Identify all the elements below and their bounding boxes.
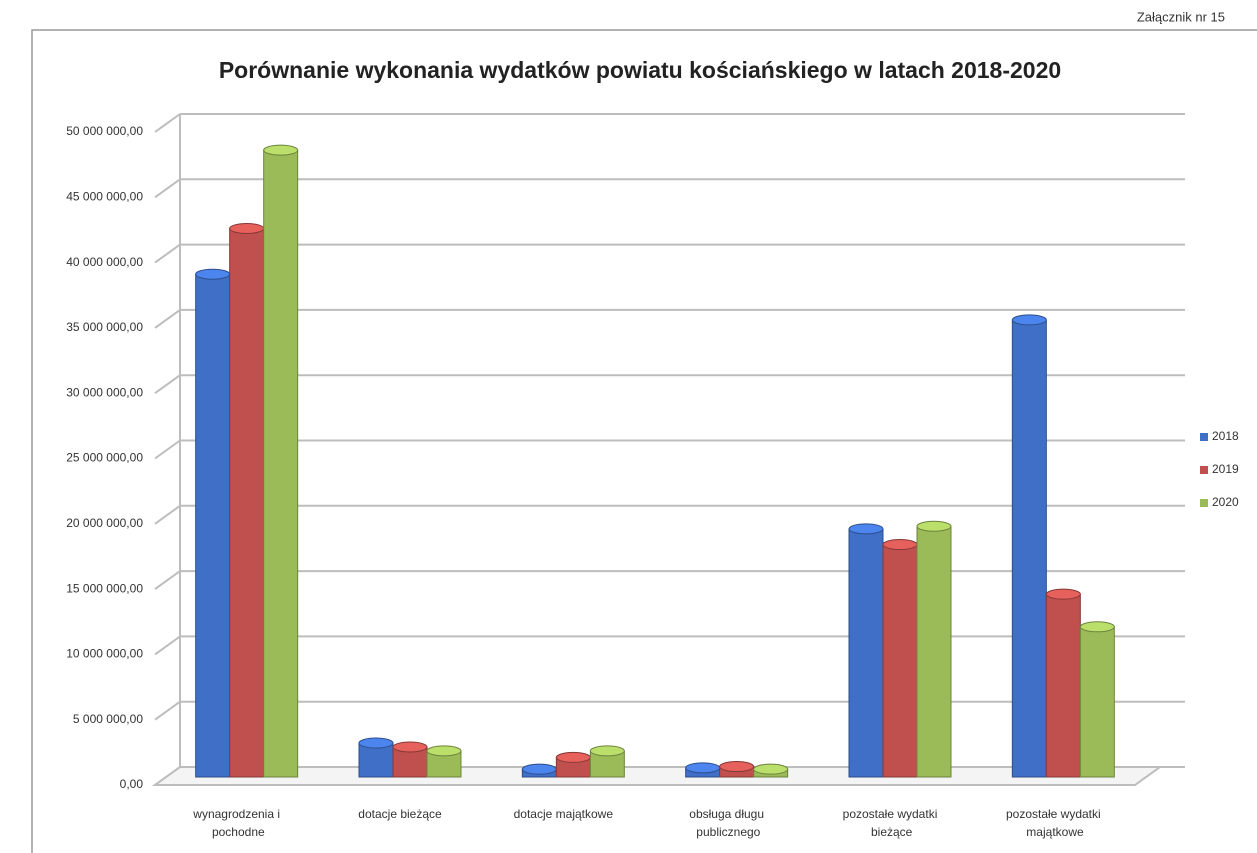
y-tick-label: 20 000 000,00 — [66, 516, 143, 530]
legend-label: 2018 — [1212, 429, 1239, 443]
bar — [916, 525, 952, 778]
x-tick-label: dotacje bieżące — [358, 807, 442, 821]
legend-label: 2020 — [1212, 495, 1239, 509]
grid-line-side — [154, 700, 181, 721]
x-tick-label-line: wynagrodzenia i — [192, 807, 280, 821]
bar-cap — [555, 751, 591, 763]
bar-cap — [263, 144, 299, 156]
legend-swatch — [1200, 466, 1208, 474]
grid-line-side — [154, 309, 181, 329]
grid-line-side — [154, 766, 181, 786]
grid-line-side — [154, 635, 181, 656]
chart-title: Porównanie wykonania wydatków powiatu ko… — [219, 57, 1061, 83]
y-tick-label: 25 000 000,00 — [66, 451, 143, 465]
x-tick-label-line: dotacje majątkowe — [514, 807, 614, 821]
y-tick-label: 40 000 000,00 — [66, 255, 143, 269]
grid-line-side — [154, 113, 181, 133]
legend-swatch — [1200, 499, 1208, 507]
bar-cap — [229, 222, 265, 234]
chart-frame — [31, 29, 1257, 853]
x-tick-label: wynagrodzenia i pochodne — [192, 807, 280, 839]
bar — [1079, 626, 1115, 778]
y-tick-label: 30 000 000,00 — [66, 385, 143, 399]
bar — [229, 227, 265, 778]
x-tick-label-line: dotacje bieżące — [358, 807, 442, 821]
x-tick-label-line: publicznego — [693, 825, 761, 839]
y-tick-label: 15 000 000,00 — [66, 581, 143, 595]
grid-line-side — [154, 243, 181, 264]
bar — [195, 273, 231, 778]
grid-line-side — [154, 374, 181, 395]
bar — [882, 544, 918, 778]
bar — [1045, 593, 1081, 778]
x-tick-label: dotacje majątkowe — [514, 807, 614, 821]
y-tick-label: 5 000 000,00 — [73, 712, 143, 726]
bar-cap — [685, 762, 721, 774]
bar — [263, 149, 299, 778]
x-tick-label-line: obsługa długu — [689, 807, 764, 821]
floor — [151, 766, 1164, 786]
bar — [1011, 319, 1047, 778]
x-tick-label-line: bieżące — [868, 825, 913, 839]
bar-cap — [358, 737, 394, 749]
y-tick-label: 45 000 000,00 — [66, 189, 143, 203]
grid-line-side — [154, 504, 181, 525]
x-tick-label: pozostałe wydatki majątkowe — [1006, 807, 1101, 839]
y-tick-label: 0,00 — [120, 777, 144, 791]
bar-cap — [916, 520, 952, 532]
bar-cap — [195, 268, 231, 280]
bar-cap — [589, 745, 625, 757]
y-tick-label: 35 000 000,00 — [66, 320, 143, 334]
legend-swatch — [1200, 433, 1208, 441]
bar-cap — [521, 763, 557, 775]
annotation: Załącznik nr 15 — [1137, 9, 1225, 24]
legend-label: 2019 — [1212, 462, 1239, 476]
bar-cap — [848, 523, 884, 535]
bar-cap — [882, 539, 918, 551]
bar-cap — [1011, 314, 1047, 326]
grid-line-side — [154, 439, 181, 460]
bar-cap — [719, 761, 755, 773]
bar-cap — [1079, 621, 1115, 633]
x-tick-label-line: pozostałe wydatki — [843, 807, 938, 821]
x-tick-label: obsługa długu publicznego — [689, 807, 764, 839]
bar-cap — [392, 741, 428, 753]
bar-cap — [426, 745, 462, 757]
grid-line-side — [154, 178, 181, 199]
grid-line-side — [154, 570, 181, 590]
x-tick-label: pozostałe wydatki bieżące — [843, 807, 938, 839]
x-tick-label-line: majątkowe — [1023, 825, 1084, 839]
y-tick-label: 50 000 000,00 — [66, 124, 143, 138]
bar — [848, 528, 884, 778]
x-tick-label-line: pochodne — [209, 825, 265, 839]
y-tick-label: 10 000 000,00 — [66, 647, 143, 661]
x-tick-label-line: pozostałe wydatki — [1006, 807, 1101, 821]
bar-cap — [753, 763, 789, 775]
bar-cap — [1045, 588, 1081, 600]
